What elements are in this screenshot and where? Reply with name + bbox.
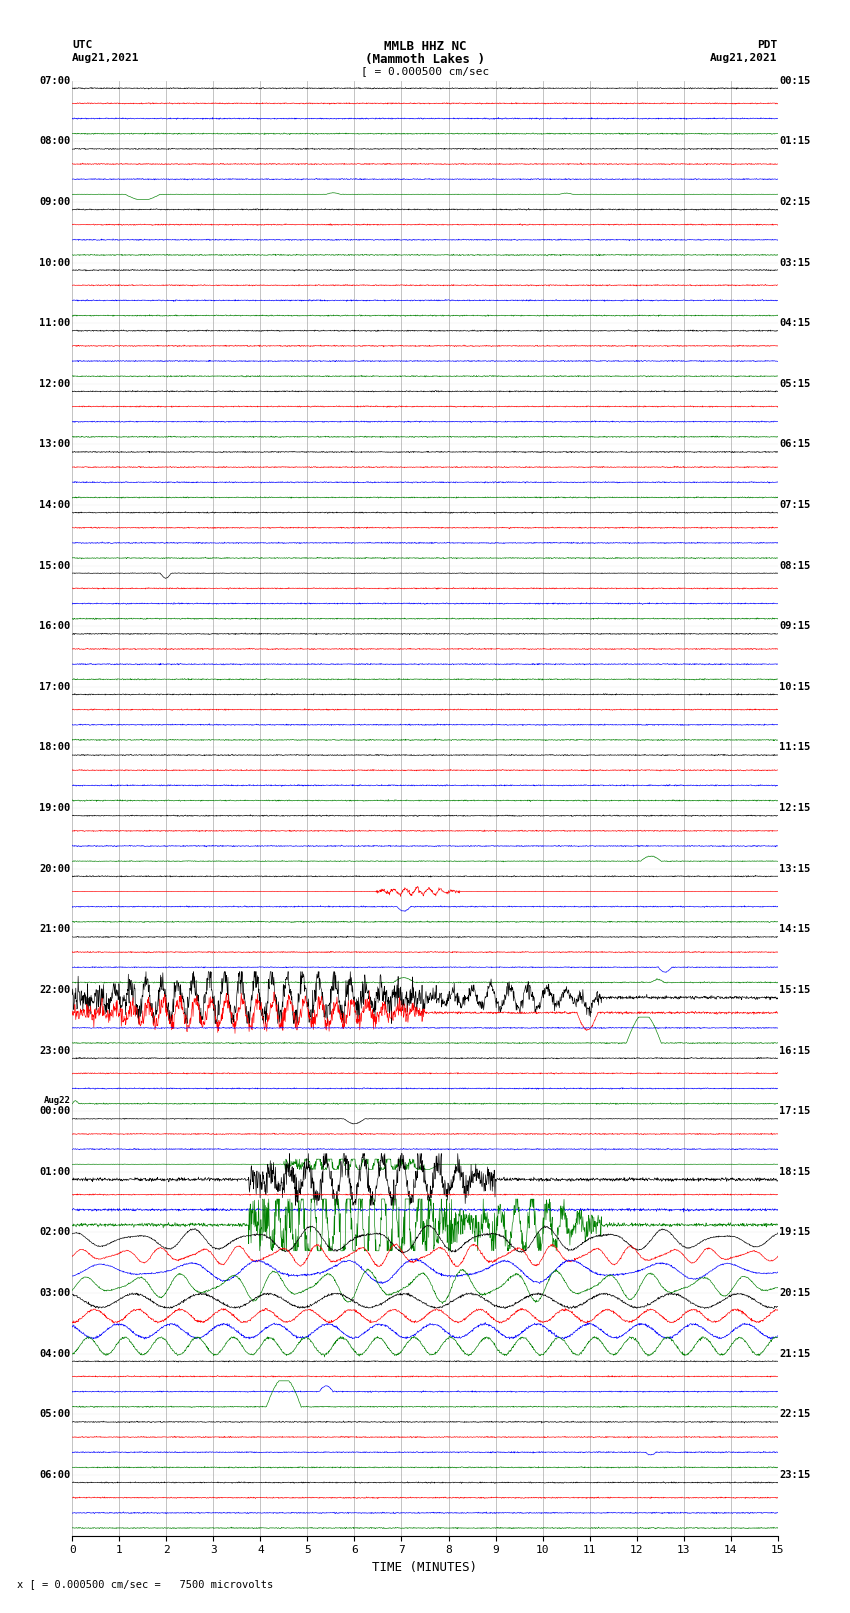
Text: 00:15: 00:15 xyxy=(779,76,811,85)
Text: 09:00: 09:00 xyxy=(39,197,71,206)
Text: 19:00: 19:00 xyxy=(39,803,71,813)
Text: UTC: UTC xyxy=(72,40,93,50)
Text: 04:15: 04:15 xyxy=(779,318,811,327)
Text: 22:00: 22:00 xyxy=(39,986,71,995)
Text: 17:00: 17:00 xyxy=(39,682,71,692)
Text: 11:00: 11:00 xyxy=(39,318,71,327)
Text: 23:15: 23:15 xyxy=(779,1469,811,1481)
Text: 18:00: 18:00 xyxy=(39,742,71,753)
Text: 01:00: 01:00 xyxy=(39,1166,71,1177)
Text: 12:00: 12:00 xyxy=(39,379,71,389)
Text: 22:15: 22:15 xyxy=(779,1410,811,1419)
Text: x [ = 0.000500 cm/sec =   7500 microvolts: x [ = 0.000500 cm/sec = 7500 microvolts xyxy=(17,1579,273,1589)
Text: Aug21,2021: Aug21,2021 xyxy=(711,53,778,63)
X-axis label: TIME (MINUTES): TIME (MINUTES) xyxy=(372,1561,478,1574)
Text: 08:15: 08:15 xyxy=(779,561,811,571)
Text: PDT: PDT xyxy=(757,40,778,50)
Text: [ = 0.000500 cm/sec: [ = 0.000500 cm/sec xyxy=(361,66,489,76)
Text: 01:15: 01:15 xyxy=(779,135,811,147)
Text: 21:15: 21:15 xyxy=(779,1348,811,1358)
Text: 20:15: 20:15 xyxy=(779,1289,811,1298)
Text: 04:00: 04:00 xyxy=(39,1348,71,1358)
Text: 08:00: 08:00 xyxy=(39,135,71,147)
Text: Aug22: Aug22 xyxy=(43,1095,71,1105)
Text: 14:15: 14:15 xyxy=(779,924,811,934)
Text: 02:15: 02:15 xyxy=(779,197,811,206)
Text: 18:15: 18:15 xyxy=(779,1166,811,1177)
Text: 10:00: 10:00 xyxy=(39,258,71,268)
Text: 21:00: 21:00 xyxy=(39,924,71,934)
Text: 02:00: 02:00 xyxy=(39,1227,71,1237)
Text: MMLB HHZ NC: MMLB HHZ NC xyxy=(383,40,467,53)
Text: 09:15: 09:15 xyxy=(779,621,811,631)
Text: 13:00: 13:00 xyxy=(39,439,71,450)
Text: 06:00: 06:00 xyxy=(39,1469,71,1481)
Text: 05:00: 05:00 xyxy=(39,1410,71,1419)
Text: 10:15: 10:15 xyxy=(779,682,811,692)
Text: 16:00: 16:00 xyxy=(39,621,71,631)
Text: 03:15: 03:15 xyxy=(779,258,811,268)
Text: 23:00: 23:00 xyxy=(39,1045,71,1055)
Text: 07:00: 07:00 xyxy=(39,76,71,85)
Text: 00:00: 00:00 xyxy=(39,1107,71,1116)
Text: 11:15: 11:15 xyxy=(779,742,811,753)
Text: 06:15: 06:15 xyxy=(779,439,811,450)
Text: 15:00: 15:00 xyxy=(39,561,71,571)
Text: 03:00: 03:00 xyxy=(39,1289,71,1298)
Text: 15:15: 15:15 xyxy=(779,986,811,995)
Text: 12:15: 12:15 xyxy=(779,803,811,813)
Text: Aug21,2021: Aug21,2021 xyxy=(72,53,139,63)
Text: 19:15: 19:15 xyxy=(779,1227,811,1237)
Text: 17:15: 17:15 xyxy=(779,1107,811,1116)
Text: 07:15: 07:15 xyxy=(779,500,811,510)
Text: 05:15: 05:15 xyxy=(779,379,811,389)
Text: (Mammoth Lakes ): (Mammoth Lakes ) xyxy=(365,53,485,66)
Text: 13:15: 13:15 xyxy=(779,863,811,874)
Text: 16:15: 16:15 xyxy=(779,1045,811,1055)
Text: 20:00: 20:00 xyxy=(39,863,71,874)
Text: 14:00: 14:00 xyxy=(39,500,71,510)
